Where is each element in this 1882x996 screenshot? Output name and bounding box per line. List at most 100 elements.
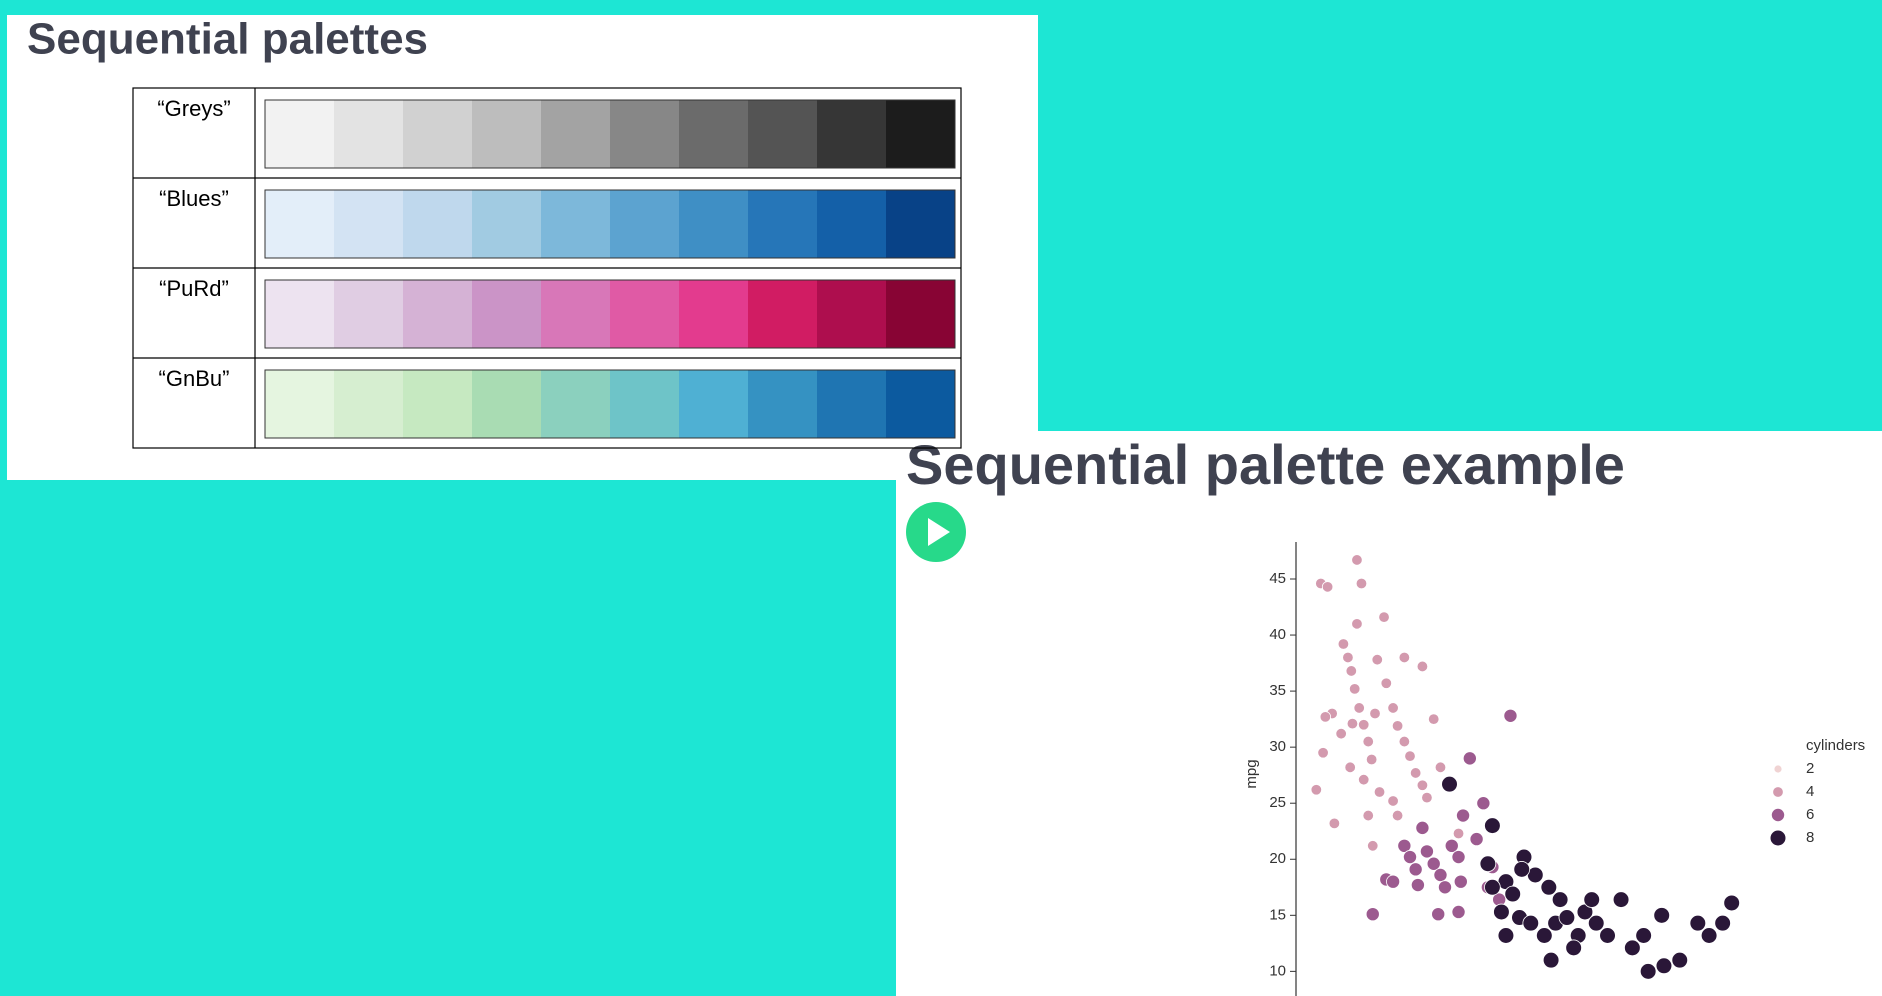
point bbox=[1416, 779, 1429, 791]
y-tick-label: 45 bbox=[1269, 570, 1286, 587]
swatch bbox=[541, 370, 611, 438]
point bbox=[1346, 717, 1359, 730]
point bbox=[1416, 660, 1429, 673]
point bbox=[1335, 728, 1347, 740]
y-tick-label: 15 bbox=[1269, 906, 1286, 923]
point bbox=[1365, 907, 1380, 922]
point bbox=[1452, 827, 1465, 840]
point bbox=[1387, 795, 1399, 807]
point bbox=[1337, 638, 1350, 650]
point bbox=[1355, 577, 1368, 590]
y-tick-label: 25 bbox=[1269, 794, 1286, 811]
swatch bbox=[679, 190, 749, 258]
point bbox=[1421, 791, 1433, 804]
play-icon bbox=[928, 518, 950, 546]
point bbox=[1419, 844, 1434, 859]
swatch bbox=[886, 100, 956, 168]
swatch bbox=[334, 190, 404, 258]
point bbox=[1599, 927, 1616, 944]
point bbox=[1403, 850, 1418, 865]
y-tick-label: 10 bbox=[1269, 962, 1286, 979]
swatch bbox=[472, 100, 542, 168]
swatch bbox=[679, 100, 749, 168]
legend-marker bbox=[1771, 808, 1786, 823]
point bbox=[1689, 914, 1707, 932]
point bbox=[1358, 773, 1370, 786]
point bbox=[1310, 784, 1323, 796]
point bbox=[1373, 786, 1386, 798]
point bbox=[1451, 850, 1466, 865]
point bbox=[1351, 554, 1363, 566]
swatch bbox=[610, 100, 680, 168]
slide-title: Sequential palettes bbox=[27, 15, 428, 64]
point bbox=[1583, 891, 1601, 908]
point bbox=[1493, 903, 1510, 921]
y-tick-label: 20 bbox=[1269, 850, 1286, 867]
point bbox=[1700, 927, 1718, 944]
point bbox=[1362, 809, 1374, 822]
legend-label: 2 bbox=[1806, 760, 1814, 777]
point bbox=[1397, 838, 1412, 853]
point bbox=[1371, 654, 1383, 666]
point bbox=[1319, 711, 1332, 723]
point bbox=[1321, 581, 1334, 593]
point bbox=[1451, 904, 1466, 919]
y-tick-label: 40 bbox=[1269, 626, 1286, 643]
swatch bbox=[472, 280, 542, 348]
palette-name: “GnBu” bbox=[159, 366, 230, 391]
swatch bbox=[610, 190, 680, 258]
point bbox=[1404, 750, 1416, 762]
y-tick-label: 35 bbox=[1269, 682, 1286, 699]
point bbox=[1369, 707, 1381, 720]
swatch bbox=[679, 280, 749, 348]
point bbox=[1415, 820, 1430, 835]
point bbox=[1426, 856, 1441, 871]
point bbox=[1317, 747, 1329, 759]
point bbox=[1344, 761, 1356, 774]
point bbox=[1635, 927, 1652, 944]
point bbox=[1655, 957, 1673, 975]
swatch-frame bbox=[264, 99, 956, 169]
point bbox=[1453, 874, 1468, 889]
point bbox=[1540, 878, 1558, 896]
swatch bbox=[748, 100, 818, 168]
swatch-frame bbox=[264, 279, 956, 349]
point bbox=[1476, 796, 1491, 811]
swatch bbox=[541, 100, 611, 168]
point bbox=[1367, 840, 1379, 852]
legend-title: cylinders bbox=[1806, 737, 1865, 754]
swatch bbox=[610, 280, 680, 348]
swatch bbox=[403, 100, 473, 168]
legend-marker bbox=[1769, 829, 1787, 847]
point bbox=[1671, 951, 1689, 969]
legend-label: 8 bbox=[1806, 829, 1814, 846]
swatch-frame bbox=[264, 189, 956, 259]
point bbox=[1503, 708, 1518, 723]
swatch bbox=[541, 280, 611, 348]
point bbox=[1386, 874, 1401, 889]
point bbox=[1441, 775, 1458, 793]
swatch bbox=[817, 280, 887, 348]
point bbox=[1391, 809, 1404, 822]
point bbox=[1504, 885, 1522, 903]
point bbox=[1378, 611, 1390, 623]
swatch bbox=[265, 280, 335, 348]
point bbox=[1387, 702, 1399, 714]
point bbox=[1714, 914, 1731, 932]
swatch bbox=[817, 190, 887, 258]
point bbox=[1437, 880, 1452, 895]
point bbox=[1408, 862, 1423, 877]
legend-marker bbox=[1772, 786, 1784, 798]
slide bbox=[896, 431, 1882, 996]
legend-label: 6 bbox=[1806, 806, 1814, 823]
swatch bbox=[541, 190, 611, 258]
point bbox=[1345, 665, 1358, 677]
swatch bbox=[403, 370, 473, 438]
point bbox=[1444, 838, 1459, 853]
point bbox=[1565, 939, 1582, 957]
point bbox=[1328, 817, 1341, 830]
point bbox=[1497, 927, 1515, 944]
point bbox=[1433, 867, 1448, 882]
